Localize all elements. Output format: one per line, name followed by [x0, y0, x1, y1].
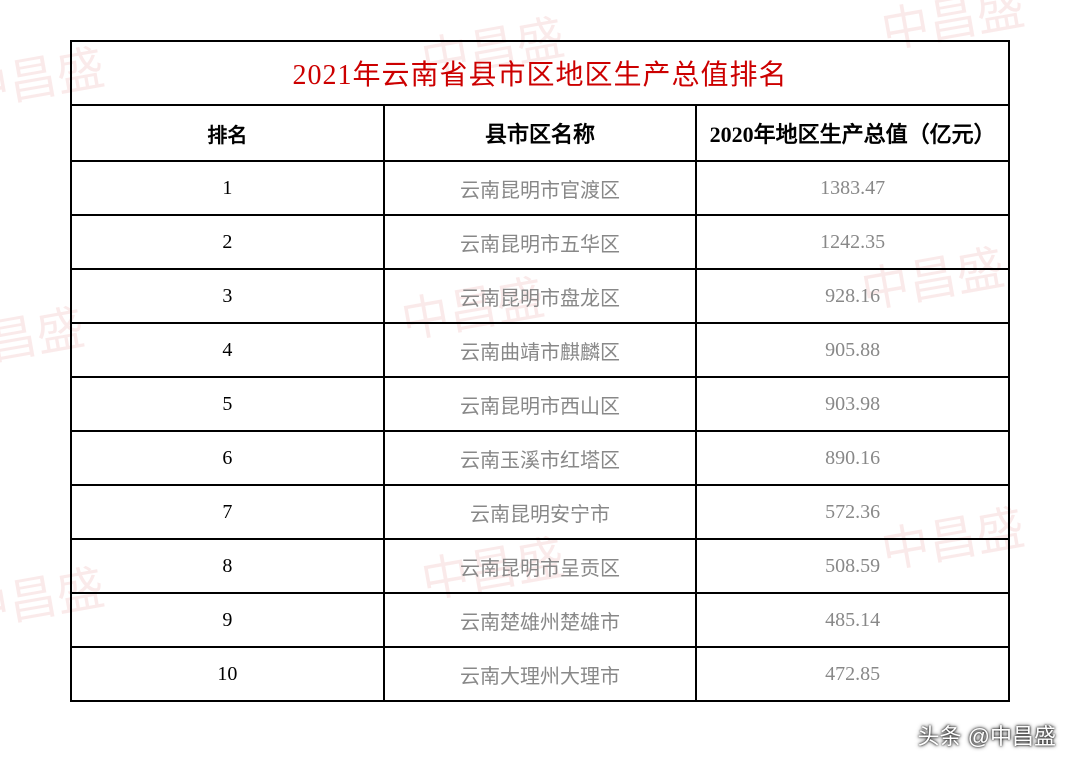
- cell-rank: 4: [71, 323, 384, 377]
- col-rank-header: 排名: [71, 105, 384, 161]
- cell-name: 云南昆明市五华区: [384, 215, 697, 269]
- table-row: 8 云南昆明市呈贡区 508.59: [71, 539, 1009, 593]
- gdp-ranking-table-container: 2021年云南省县市区地区生产总值排名 排名 县市区名称 2020年地区生产总值…: [70, 40, 1010, 702]
- cell-name: 云南玉溪市红塔区: [384, 431, 697, 485]
- cell-value: 903.98: [696, 377, 1009, 431]
- table-row: 1 云南昆明市官渡区 1383.47: [71, 161, 1009, 215]
- table-row: 4 云南曲靖市麒麟区 905.88: [71, 323, 1009, 377]
- header-row: 排名 县市区名称 2020年地区生产总值（亿元）: [71, 105, 1009, 161]
- cell-name: 云南昆明市西山区: [384, 377, 697, 431]
- table-row: 9 云南楚雄州楚雄市 485.14: [71, 593, 1009, 647]
- cell-rank: 10: [71, 647, 384, 701]
- col-name-header: 县市区名称: [384, 105, 697, 161]
- cell-value: 1383.47: [696, 161, 1009, 215]
- title-row: 2021年云南省县市区地区生产总值排名: [71, 41, 1009, 105]
- cell-rank: 1: [71, 161, 384, 215]
- cell-name: 云南昆明安宁市: [384, 485, 697, 539]
- table-row: 3 云南昆明市盘龙区 928.16: [71, 269, 1009, 323]
- table-row: 6 云南玉溪市红塔区 890.16: [71, 431, 1009, 485]
- cell-name: 云南楚雄州楚雄市: [384, 593, 697, 647]
- cell-value: 928.16: [696, 269, 1009, 323]
- cell-name: 云南昆明市官渡区: [384, 161, 697, 215]
- table-row: 7 云南昆明安宁市 572.36: [71, 485, 1009, 539]
- cell-rank: 5: [71, 377, 384, 431]
- table-row: 5 云南昆明市西山区 903.98: [71, 377, 1009, 431]
- table-row: 2 云南昆明市五华区 1242.35: [71, 215, 1009, 269]
- cell-value: 508.59: [696, 539, 1009, 593]
- cell-value: 905.88: [696, 323, 1009, 377]
- cell-value: 472.85: [696, 647, 1009, 701]
- table-row: 10 云南大理州大理市 472.85: [71, 647, 1009, 701]
- cell-name: 云南曲靖市麒麟区: [384, 323, 697, 377]
- cell-rank: 7: [71, 485, 384, 539]
- cell-name: 云南昆明市呈贡区: [384, 539, 697, 593]
- cell-rank: 9: [71, 593, 384, 647]
- cell-rank: 2: [71, 215, 384, 269]
- source-credit: 头条 @中昌盛: [918, 719, 1056, 751]
- table-title: 2021年云南省县市区地区生产总值排名: [71, 41, 1009, 105]
- cell-rank: 8: [71, 539, 384, 593]
- cell-rank: 3: [71, 269, 384, 323]
- cell-rank: 6: [71, 431, 384, 485]
- cell-name: 云南大理州大理市: [384, 647, 697, 701]
- gdp-ranking-table: 2021年云南省县市区地区生产总值排名 排名 县市区名称 2020年地区生产总值…: [70, 40, 1010, 702]
- cell-value: 572.36: [696, 485, 1009, 539]
- col-value-header: 2020年地区生产总值（亿元）: [696, 105, 1009, 161]
- cell-value: 1242.35: [696, 215, 1009, 269]
- cell-value: 890.16: [696, 431, 1009, 485]
- cell-value: 485.14: [696, 593, 1009, 647]
- cell-name: 云南昆明市盘龙区: [384, 269, 697, 323]
